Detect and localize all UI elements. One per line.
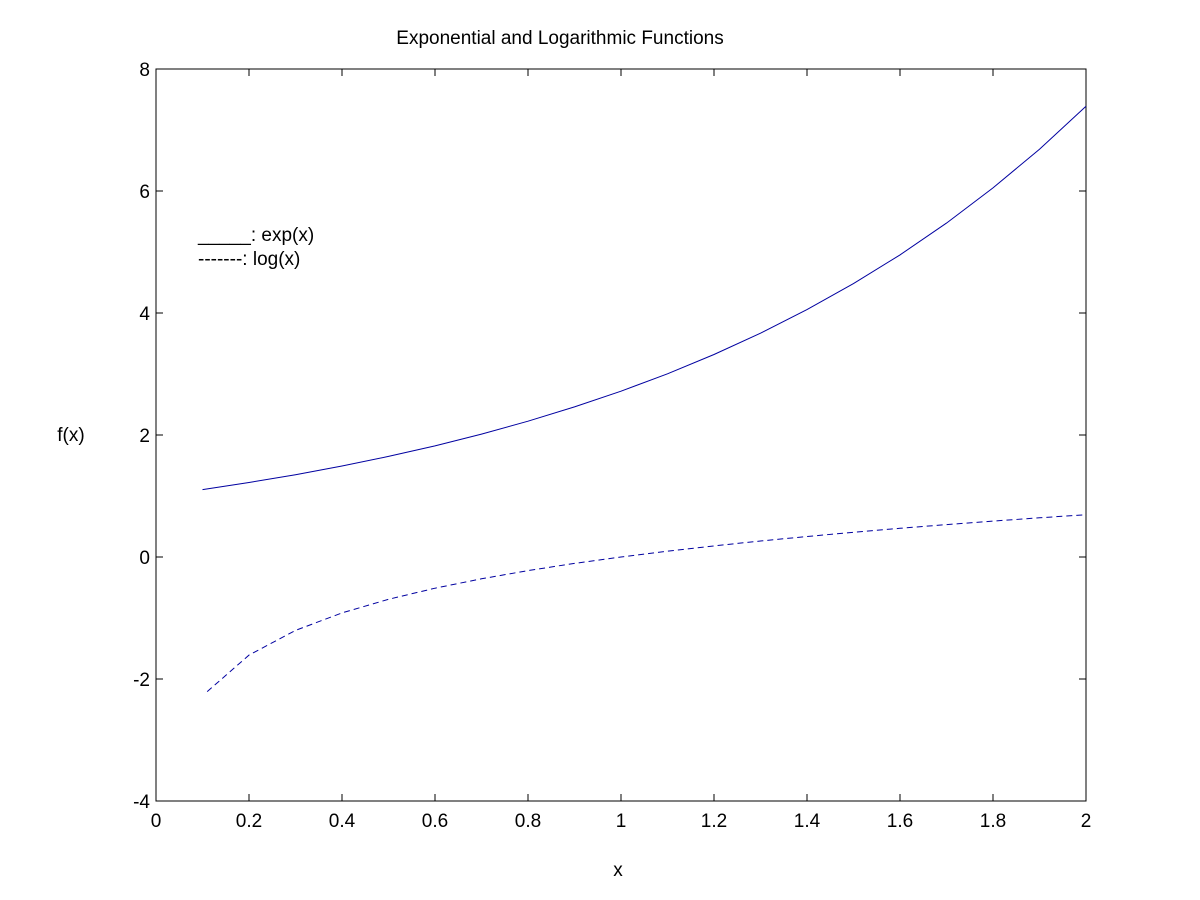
x-tick-label: 0.2 [236,811,262,832]
y-tick-label: -4 [133,792,150,813]
x-tick-label: 0.4 [329,811,356,832]
chart-title: Exponential and Logarithmic Functions [396,28,723,49]
legend-line-dashed: ------- [198,249,242,270]
series-line-exp [202,105,1087,491]
legend-label-exp: : exp(x) [251,225,314,246]
legend-line-solid: _____ [197,225,251,246]
x-tick-label: 1.6 [887,811,913,832]
x-axis-ticks: 0 0.2 0.4 0.6 0.8 1 1.2 1.4 1.6 1.8 2 [151,69,1092,832]
x-tick-label: 0.6 [422,811,448,832]
x-tick-label: 1 [616,811,627,832]
plot-area [155,68,1087,802]
y-tick-label: 8 [139,60,150,81]
y-axis-ticks: -4 -2 0 2 4 6 8 [133,60,1086,813]
x-tick-label: 1.2 [701,811,727,832]
legend-label-log: : log(x) [242,249,300,270]
x-tick-label: 1.4 [794,811,821,832]
x-tick-label: 1.8 [980,811,1006,832]
x-tick-label: 0 [151,811,162,832]
legend-entry-exp: _____: exp(x) [197,225,314,246]
x-tick-label: 2 [1081,811,1092,832]
y-tick-label: -2 [133,670,150,691]
x-axis-label: x [613,860,623,881]
y-axis-label: f(x) [57,425,84,446]
y-tick-label: 2 [139,426,150,447]
x-tick-label: 0.8 [515,811,541,832]
legend: _____: exp(x) -------: log(x) [197,225,314,270]
series-line-log [206,514,1087,692]
y-tick-label: 0 [139,548,150,569]
legend-entry-log: -------: log(x) [198,249,300,270]
y-tick-label: 4 [139,304,150,325]
series-layer [202,105,1087,692]
y-tick-label: 6 [139,182,150,203]
